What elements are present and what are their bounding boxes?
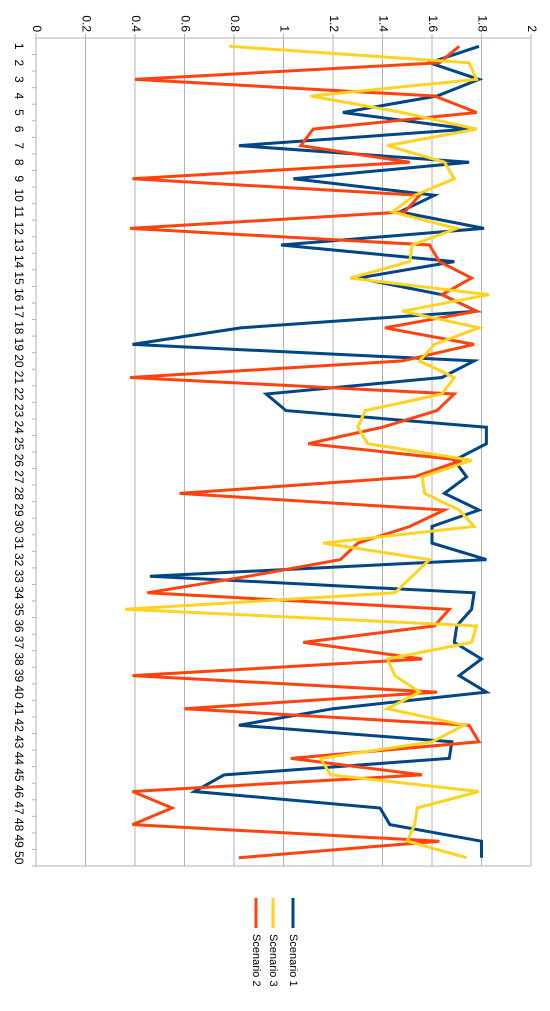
- category-tick-label: 41: [12, 702, 26, 716]
- category-tick-label: 35: [12, 603, 26, 617]
- category-tick-label: 27: [12, 470, 26, 484]
- category-tick-label: 14: [12, 255, 26, 269]
- category-tick-label: 48: [12, 818, 26, 832]
- value-tick-label: 1: [277, 25, 291, 32]
- category-tick-label: 6: [12, 126, 26, 133]
- category-tick-label: 28: [12, 487, 26, 501]
- value-tick-label: 1.6: [426, 15, 440, 32]
- category-tick-label: 37: [12, 636, 26, 650]
- category-tick-label: 13: [12, 238, 26, 252]
- category-tick-label: 34: [12, 586, 26, 600]
- category-tick-label: 17: [12, 305, 26, 319]
- category-tick-label: 50: [12, 851, 26, 865]
- category-tick-label: 39: [12, 669, 26, 683]
- category-tick-label: 12: [12, 222, 26, 236]
- category-tick-label: 43: [12, 735, 26, 749]
- category-tick-label: 20: [12, 354, 26, 368]
- value-tick-label: 2: [525, 25, 539, 32]
- value-tick-label: 0: [30, 25, 44, 32]
- category-tick-label: 45: [12, 768, 26, 782]
- category-tick-label: 23: [12, 404, 26, 418]
- value-axis-ticks: 0 0.2 0.4 0.6 0.8 1 1.2 1.4 1.6 1.8 2: [30, 15, 539, 32]
- category-tick-label: 19: [12, 338, 26, 352]
- category-tick-label: 4: [12, 93, 26, 100]
- legend-label-scenario-1: Scenario 1: [287, 934, 299, 987]
- legend-label-scenario-3: Scenario 3: [267, 934, 279, 987]
- category-tick-label: 38: [12, 652, 26, 666]
- category-tick-label: 44: [12, 752, 26, 766]
- category-tick-label: 2: [12, 59, 26, 66]
- value-tick-label: 0.4: [129, 15, 143, 32]
- category-tick-label: 5: [12, 109, 26, 116]
- category-tick-label: 9: [12, 175, 26, 182]
- category-tick-label: 47: [12, 801, 26, 815]
- category-tick-label: 29: [12, 503, 26, 517]
- category-tick-label: 7: [12, 142, 26, 149]
- category-tick-label: 15: [12, 271, 26, 285]
- category-tick-label: 31: [12, 536, 26, 550]
- category-tick-label: 32: [12, 553, 26, 567]
- value-tick-label: 1.8: [475, 15, 489, 32]
- legend-label-scenario-2: Scenario 2: [250, 934, 262, 987]
- value-tick-label: 0.2: [79, 15, 93, 32]
- category-tick-label: 46: [12, 785, 26, 799]
- category-tick-label: 33: [12, 570, 26, 584]
- category-tick-label: 11: [12, 206, 26, 219]
- grid-layer: [32, 34, 531, 866]
- value-tick-label: 0.6: [178, 15, 192, 32]
- category-tick-label: 10: [12, 189, 26, 203]
- category-tick-label: 16: [12, 288, 26, 302]
- category-tick-label: 40: [12, 685, 26, 699]
- value-tick-label: 1.4: [376, 15, 390, 32]
- category-tick-label: 26: [12, 454, 26, 468]
- value-tick-label: 0.8: [228, 15, 242, 32]
- category-tick-label: 22: [12, 387, 26, 401]
- category-tick-label: 49: [12, 834, 26, 848]
- category-tick-label: 36: [12, 619, 26, 633]
- category-tick-label: 42: [12, 719, 26, 733]
- category-axis-ticks: 1234567891011121314151617181920212223242…: [12, 43, 26, 865]
- legend: Scenario 1 Scenario 2 Scenario 3: [250, 898, 299, 987]
- category-tick-label: 8: [12, 159, 26, 166]
- category-tick-label: 24: [12, 420, 26, 434]
- value-tick-label: 1.2: [327, 15, 341, 32]
- series-layer: [125, 46, 489, 857]
- category-tick-label: 1: [12, 43, 26, 50]
- category-tick-label: 25: [12, 437, 26, 451]
- category-tick-label: 30: [12, 520, 26, 534]
- category-tick-label: 18: [12, 321, 26, 335]
- category-tick-label: 21: [12, 371, 26, 385]
- category-tick-label: 3: [12, 76, 26, 83]
